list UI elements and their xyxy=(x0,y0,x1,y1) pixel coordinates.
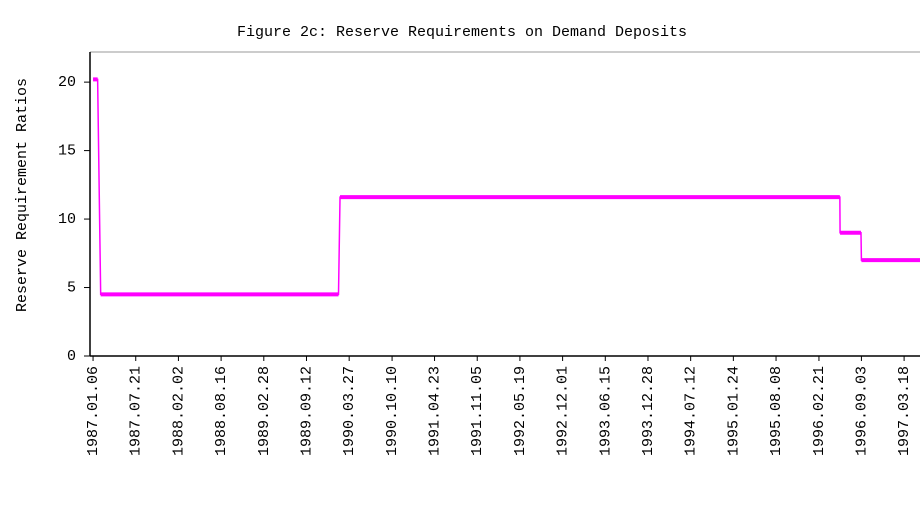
y-tick-label: 10 xyxy=(58,211,76,228)
y-tick-label: 15 xyxy=(58,143,76,160)
x-tick-label: 1987.07.21 xyxy=(128,366,145,456)
x-tick-label: 1997.03.18 xyxy=(896,366,913,456)
y-tick-label: 20 xyxy=(58,74,76,91)
x-tick-label: 1996.09.03 xyxy=(853,366,870,456)
x-tick-label: 1996.02.21 xyxy=(811,366,828,456)
x-tick-label: 1988.08.16 xyxy=(213,366,230,456)
x-tick-label: 1992.05.19 xyxy=(512,366,529,456)
x-tick-label: 1992.12.01 xyxy=(555,366,572,456)
x-tick-label: 1988.02.02 xyxy=(170,366,187,456)
x-tick-label: 1995.01.24 xyxy=(725,366,742,456)
x-tick-label: 1989.02.28 xyxy=(256,366,273,456)
x-tick-label: 1993.06.15 xyxy=(597,366,614,456)
x-tick-label: 1991.11.05 xyxy=(469,366,486,456)
x-tick-label: 1990.10.10 xyxy=(384,366,401,456)
series-line xyxy=(93,78,920,296)
x-tick-label: 1995.08.08 xyxy=(768,366,785,456)
x-tick-label: 1994.07.12 xyxy=(683,366,700,456)
x-tick-label: 1987.01.06 xyxy=(85,366,102,456)
x-tick-label: 1989.09.12 xyxy=(298,366,315,456)
x-tick-label: 1993.12.28 xyxy=(640,366,657,456)
y-tick-label: 0 xyxy=(67,348,76,365)
chart-title: Figure 2c: Reserve Requirements on Deman… xyxy=(237,24,687,41)
x-tick-label: 1990.03.27 xyxy=(341,366,358,456)
y-axis-label: Reserve Requirement Ratios xyxy=(14,78,31,312)
y-tick-label: 5 xyxy=(67,280,76,297)
x-tick-label: 1991.04.23 xyxy=(427,366,444,456)
